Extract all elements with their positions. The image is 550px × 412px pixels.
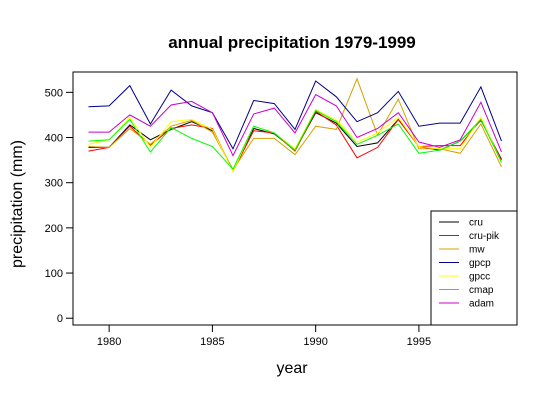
- axes: 1980 1985 1990 1995 0 100 200 300 400 500: [45, 87, 432, 348]
- x-tick-label: 1995: [407, 336, 431, 348]
- legend: cru cru-pik mw gpcp gpcc cmap adam: [430, 210, 518, 326]
- y-tick-label: 0: [57, 313, 63, 325]
- legend-label-cmap: cmap: [469, 285, 494, 296]
- y-tick-label: 300: [45, 178, 63, 190]
- series-lines: [88, 77, 502, 173]
- y-tick-label: 100: [45, 268, 63, 280]
- legend-box: [430, 210, 518, 326]
- chart-title: annual precipitation 1979-1999: [168, 33, 416, 52]
- legend-label-adam: adam: [469, 299, 494, 310]
- legend-label-cru-pik: cru-pik: [469, 231, 500, 242]
- series-line-gpcc: [88, 108, 502, 173]
- series-line-cru-pik: [88, 110, 502, 173]
- series-line-cmap: [88, 109, 502, 170]
- plot-frame: [72, 71, 518, 326]
- series-line-adam: [88, 93, 502, 157]
- x-tick-label: 1980: [97, 336, 121, 348]
- x-tick-label: 1990: [303, 336, 327, 348]
- legend-label-gpcc: gpcc: [469, 272, 490, 283]
- legend-label-mw: mw: [469, 245, 485, 256]
- legend-label-gpcp: gpcp: [469, 258, 491, 269]
- y-tick-label: 400: [45, 133, 63, 145]
- legend-label-cru: cru: [469, 218, 483, 229]
- x-axis-label: year: [276, 360, 308, 377]
- y-axis-label: precipitation (mm): [9, 140, 26, 268]
- y-tick-label: 200: [45, 223, 63, 235]
- y-tick-label: 500: [45, 87, 63, 99]
- series-line-gpcp: [88, 80, 502, 150]
- x-tick-label: 1985: [200, 336, 224, 348]
- series-line-cru: [88, 112, 502, 172]
